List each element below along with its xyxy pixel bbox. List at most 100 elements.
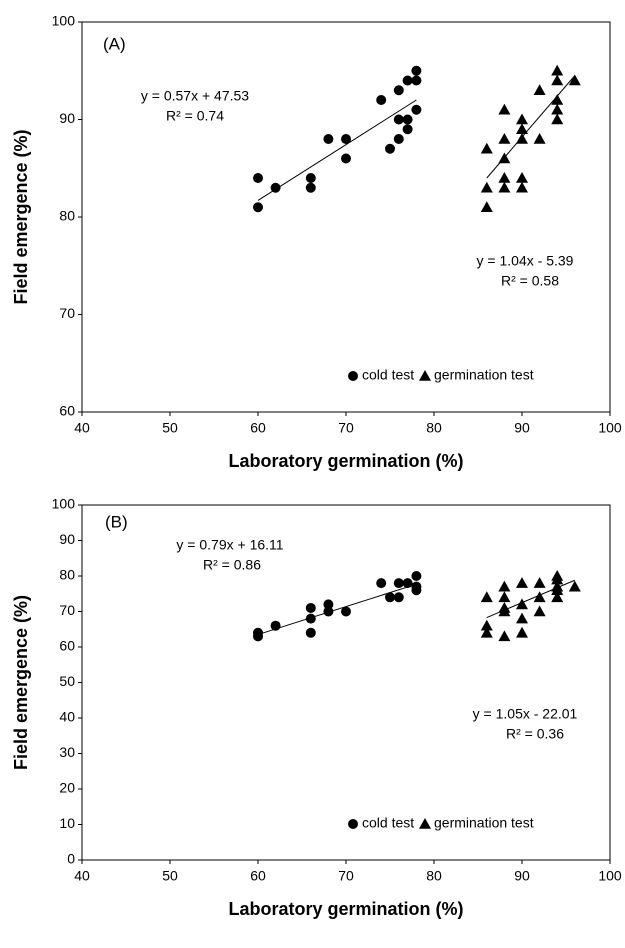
data-point [480, 201, 493, 213]
y-tick-label: 30 [59, 744, 75, 760]
y-tick-label: 100 [52, 13, 76, 29]
y-tick-label: 70 [59, 602, 75, 618]
data-point [533, 605, 546, 617]
data-point [341, 134, 351, 144]
legend-label: germination test [434, 367, 534, 383]
data-point [393, 114, 404, 125]
data-point [551, 591, 564, 603]
trend-line [486, 579, 575, 618]
data-point [323, 134, 334, 144]
annotation: (B) [105, 512, 128, 531]
data-point [411, 65, 422, 76]
x-tick-label: 70 [338, 420, 354, 436]
data-point [533, 133, 546, 144]
data-point [533, 577, 546, 588]
data-point [402, 124, 413, 135]
data-point [385, 143, 395, 154]
data-point [533, 591, 546, 603]
x-tick-label: 100 [598, 868, 622, 884]
data-point [411, 104, 422, 115]
data-point [393, 134, 404, 144]
x-tick-label: 90 [514, 420, 530, 436]
data-point [498, 181, 511, 193]
legend-marker [348, 371, 358, 381]
data-point [568, 580, 581, 592]
annotation: R² = 0.36 [506, 726, 564, 742]
data-point [411, 585, 422, 596]
data-point [480, 181, 493, 193]
data-point [498, 630, 511, 642]
trend-line [486, 75, 576, 179]
data-point [411, 571, 422, 581]
y-tick-label: 80 [59, 567, 75, 583]
data-point [402, 114, 413, 125]
trend-line [257, 99, 417, 201]
data-point [498, 605, 511, 617]
data-point [393, 85, 404, 96]
legend-marker [419, 818, 431, 829]
data-point [402, 75, 413, 86]
plot-frame [81, 21, 611, 413]
data-point [516, 123, 528, 135]
y-tick-label: 20 [59, 780, 75, 796]
data-point [551, 113, 564, 125]
annotation: R² = 0.74 [166, 108, 224, 124]
legend-marker [419, 370, 431, 381]
x-tick-label: 80 [426, 868, 442, 884]
x-tick-label: 100 [598, 420, 622, 436]
data-point [305, 613, 316, 624]
data-point [402, 578, 413, 589]
y-tick-label: 10 [59, 815, 75, 831]
data-point [516, 626, 528, 638]
data-point [480, 591, 493, 603]
data-point [533, 84, 546, 96]
data-point [376, 95, 387, 105]
legend-label: cold test [362, 815, 414, 831]
data-point [551, 103, 564, 115]
data-point [516, 172, 528, 183]
data-point [551, 94, 564, 105]
data-point [516, 612, 528, 624]
x-tick-label: 50 [162, 868, 178, 884]
annotation: y = 1.05x - 22.01 [473, 706, 578, 722]
data-point [516, 598, 528, 610]
data-point [498, 591, 511, 603]
x-tick-label: 60 [250, 868, 266, 884]
data-point [341, 606, 351, 617]
data-point [480, 626, 493, 638]
x-axis-title: Laboratory germination (%) [228, 899, 463, 919]
data-point [305, 173, 316, 183]
data-point [253, 631, 263, 642]
annotation: R² = 0.86 [203, 557, 261, 573]
data-point [480, 619, 493, 631]
y-tick-label: 60 [59, 403, 75, 419]
data-point [551, 64, 564, 76]
x-tick-label: 40 [74, 420, 90, 436]
x-axis-title: Laboratory germination (%) [228, 451, 463, 471]
annotation: y = 0.57x + 47.53 [141, 88, 249, 104]
data-point [270, 182, 281, 193]
data-point [516, 181, 528, 193]
trend-line [257, 583, 417, 636]
data-point [385, 592, 395, 603]
annotation: y = 1.04x - 5.39 [477, 253, 574, 269]
data-point [305, 627, 316, 638]
data-point [498, 172, 511, 183]
data-point [498, 580, 511, 592]
data-point [551, 584, 564, 595]
legend-label: cold test [362, 367, 414, 383]
y-tick-label: 40 [59, 709, 75, 725]
data-point [305, 602, 316, 613]
x-tick-label: 60 [250, 420, 266, 436]
y-tick-label: 70 [59, 305, 75, 321]
data-point [516, 577, 528, 588]
data-point [376, 578, 387, 589]
legend-label: germination test [434, 815, 534, 831]
y-tick-label: 90 [59, 531, 75, 547]
data-point [253, 202, 263, 213]
y-tick-label: 0 [67, 851, 75, 867]
data-point [480, 142, 493, 154]
data-point [253, 173, 263, 183]
data-point [516, 113, 528, 125]
